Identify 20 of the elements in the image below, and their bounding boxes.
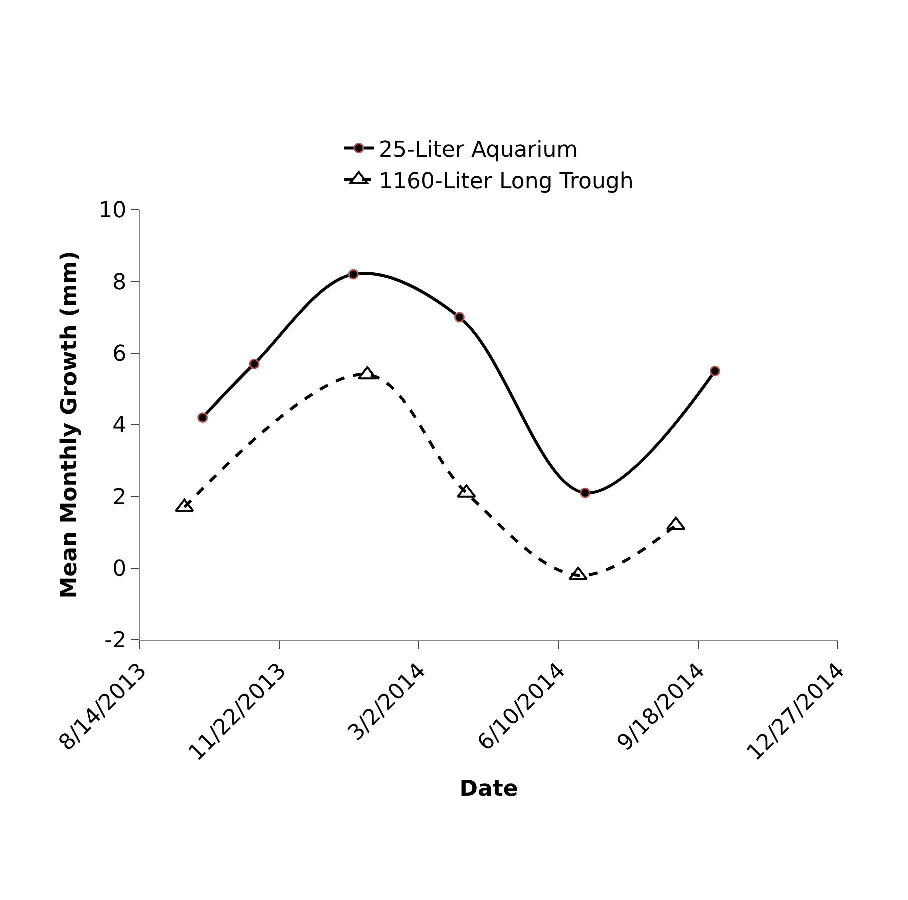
y-tick-label: 2: [112, 485, 127, 510]
point: [348, 269, 359, 280]
point: [249, 358, 260, 370]
point: [198, 412, 208, 424]
point: [175, 498, 194, 512]
point: [666, 516, 686, 530]
y-tick-label: 10: [98, 198, 127, 224]
y-tick-label: -2: [104, 628, 127, 654]
y-tick-label: 6: [112, 342, 127, 368]
y-tick-label: 4: [112, 414, 127, 439]
legend-label: 25-Liter Aquarium: [379, 138, 578, 163]
point: [358, 366, 378, 380]
y-tick-label: 8: [112, 270, 127, 296]
y-axis-title: Mean Monthly Growth (mm): [57, 251, 82, 599]
x-axis-title: Date: [460, 776, 518, 802]
y-tick-label: 0: [112, 557, 127, 582]
legend-label: 1160-Liter Long Trough: [379, 169, 634, 194]
point: [710, 366, 720, 376]
point: [454, 312, 465, 323]
point: [580, 488, 591, 498]
